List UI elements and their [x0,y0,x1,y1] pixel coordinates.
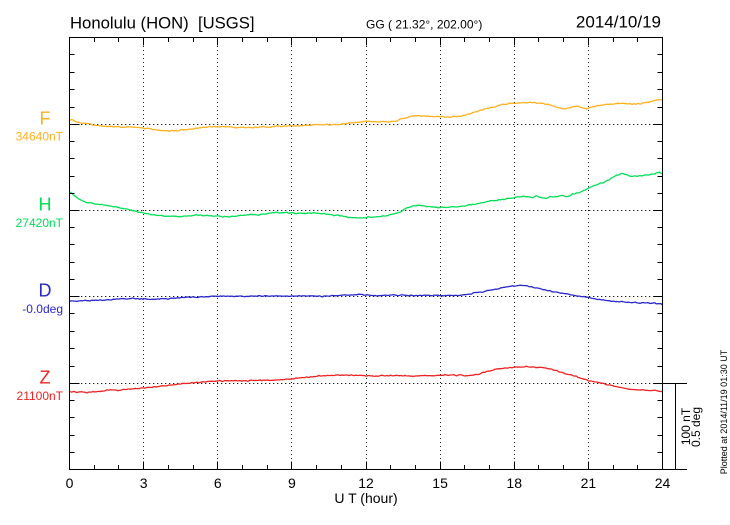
svg-text:0.5 deg: 0.5 deg [689,407,703,447]
svg-text:15: 15 [432,475,448,491]
svg-text:100 nT: 100 nT [679,407,693,445]
svg-text:D: D [39,281,52,301]
svg-text:U T (hour): U T (hour) [334,490,397,506]
svg-text:H: H [39,195,52,215]
svg-text:-0.0deg: -0.0deg [22,302,63,316]
svg-text:9: 9 [288,475,296,491]
svg-text:2014/10/19: 2014/10/19 [576,13,661,32]
svg-text:12: 12 [358,475,374,491]
svg-text:27420nT: 27420nT [16,216,64,230]
svg-text:3: 3 [140,475,148,491]
svg-text:21100nT: 21100nT [17,389,64,403]
svg-text:0: 0 [66,475,74,491]
svg-text:Honolulu (HON) [USGS]: Honolulu (HON) [USGS] [70,13,255,32]
svg-text:21: 21 [581,475,597,491]
svg-text:GG ( 21.32°, 202.00°): GG ( 21.32°, 202.00°) [366,18,482,32]
svg-text:18: 18 [506,475,522,491]
svg-text:Z: Z [40,368,51,388]
svg-text:6: 6 [214,475,222,491]
svg-text:24: 24 [655,475,671,491]
svg-text:F: F [40,109,51,129]
svg-text:Plotted at 2014/11/19 01:30 UT: Plotted at 2014/11/19 01:30 UT [719,349,729,474]
svg-text:34640nT: 34640nT [16,130,64,144]
